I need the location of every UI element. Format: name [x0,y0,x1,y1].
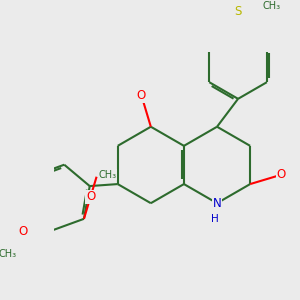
Text: CH₃: CH₃ [0,249,17,259]
Text: CH₃: CH₃ [98,170,117,180]
Text: N: N [213,197,221,210]
Text: O: O [18,225,27,238]
Text: O: O [137,89,146,102]
Text: O: O [86,190,95,203]
Text: S: S [234,5,242,18]
Text: H: H [211,214,219,224]
Text: CH₃: CH₃ [263,1,281,10]
Text: O: O [277,168,286,181]
